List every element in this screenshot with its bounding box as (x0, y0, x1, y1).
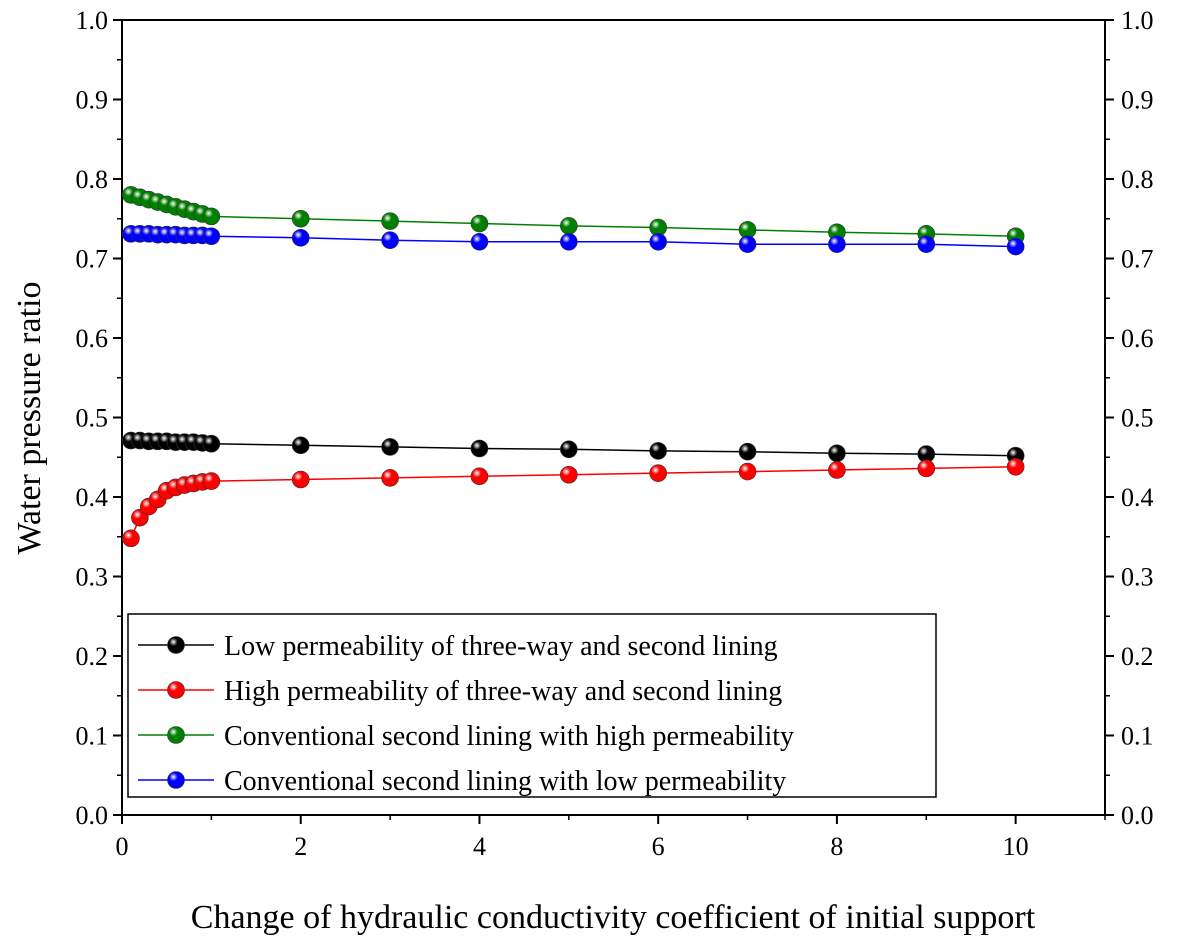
y-tick-label: 0.3 (76, 563, 109, 592)
data-point (828, 461, 846, 479)
data-point (291, 209, 310, 228)
y-tick-label-right: 0.0 (1121, 801, 1154, 830)
y-tick-label-right: 0.4 (1121, 483, 1154, 512)
legend-label: Conventional second lining with low perm… (224, 766, 786, 797)
y-axis-title: Water pressure ratio (11, 282, 48, 555)
x-tick-label: 2 (294, 832, 307, 861)
x-tick-label: 4 (473, 832, 486, 861)
data-point (1006, 237, 1025, 256)
legend-marker (167, 726, 185, 744)
data-point (202, 472, 221, 490)
data-point (470, 214, 489, 233)
data-point (560, 233, 578, 251)
y-tick-label: 0.4 (76, 483, 109, 512)
y-tick-label-right: 0.1 (1121, 722, 1154, 751)
y-tick-label-right: 0.7 (1121, 245, 1154, 274)
y-tick-label-right: 0.3 (1121, 563, 1154, 592)
y-tick-label: 0.6 (76, 324, 109, 353)
ticks-layer: 0.0 0.0 0.1 0.1 0.2 0.2 0.3 0.3 0.4 0.4 0.5 0.5 0.6 0… (76, 6, 1154, 861)
legend-label: Conventional second lining with high per… (224, 721, 794, 752)
y-tick-label: 0.8 (76, 165, 109, 194)
x-tick-label: 8 (830, 832, 843, 861)
y-tick-label-right: 1.0 (1121, 6, 1154, 35)
legend: Low permeability of three-way and second… (127, 613, 937, 798)
data-point (917, 235, 936, 253)
y-tick-label: 0.5 (76, 404, 109, 433)
data-point (291, 229, 310, 247)
data-point (560, 217, 578, 235)
y-tick-label-right: 0.6 (1121, 324, 1154, 353)
data-point (381, 231, 399, 250)
series-layer (122, 186, 1025, 548)
data-point (381, 212, 399, 230)
data-point (202, 227, 221, 246)
x-axis-title: Change of hydraulic conductivity coeffic… (191, 899, 1036, 936)
data-point (828, 235, 846, 253)
x-tick-label: 10 (1003, 832, 1029, 861)
y-tick-label: 0.9 (76, 86, 109, 115)
data-point (738, 235, 757, 253)
legend-marker (167, 636, 185, 654)
y-tick-label: 0.0 (76, 801, 109, 830)
data-point (738, 462, 757, 481)
data-point (649, 233, 667, 251)
legend-marker (167, 771, 185, 789)
x-tick-label: 6 (652, 832, 665, 861)
y-tick-label: 1.0 (76, 6, 109, 35)
legend-box (127, 613, 937, 798)
data-point (738, 442, 757, 461)
data-point (828, 444, 846, 463)
data-point (560, 465, 578, 484)
data-point (649, 442, 667, 460)
data-point (202, 434, 221, 453)
y-tick-label-right: 0.5 (1121, 404, 1154, 433)
legend-label: High permeability of three-way and secon… (224, 676, 782, 707)
data-point (560, 440, 578, 459)
data-point (649, 464, 667, 482)
data-point (470, 233, 489, 251)
y-tick-label-right: 0.9 (1121, 86, 1154, 115)
data-point (381, 438, 399, 456)
data-point (381, 469, 399, 487)
y-tick-label-right: 0.2 (1121, 642, 1154, 671)
y-tick-label: 0.1 (76, 722, 109, 751)
data-point (470, 467, 489, 486)
y-tick-label: 0.2 (76, 642, 109, 671)
y-tick-label-right: 0.8 (1121, 165, 1154, 194)
data-point (291, 436, 310, 455)
data-point (122, 529, 140, 548)
legend-marker (167, 681, 185, 699)
x-tick-label: 0 (116, 832, 129, 861)
legend-label: Low permeability of three-way and second… (224, 631, 778, 662)
y-tick-label: 0.7 (76, 245, 109, 274)
data-point (1006, 457, 1025, 476)
data-point (291, 470, 310, 489)
data-point (470, 439, 489, 458)
data-point (202, 207, 221, 226)
data-point (917, 459, 936, 478)
